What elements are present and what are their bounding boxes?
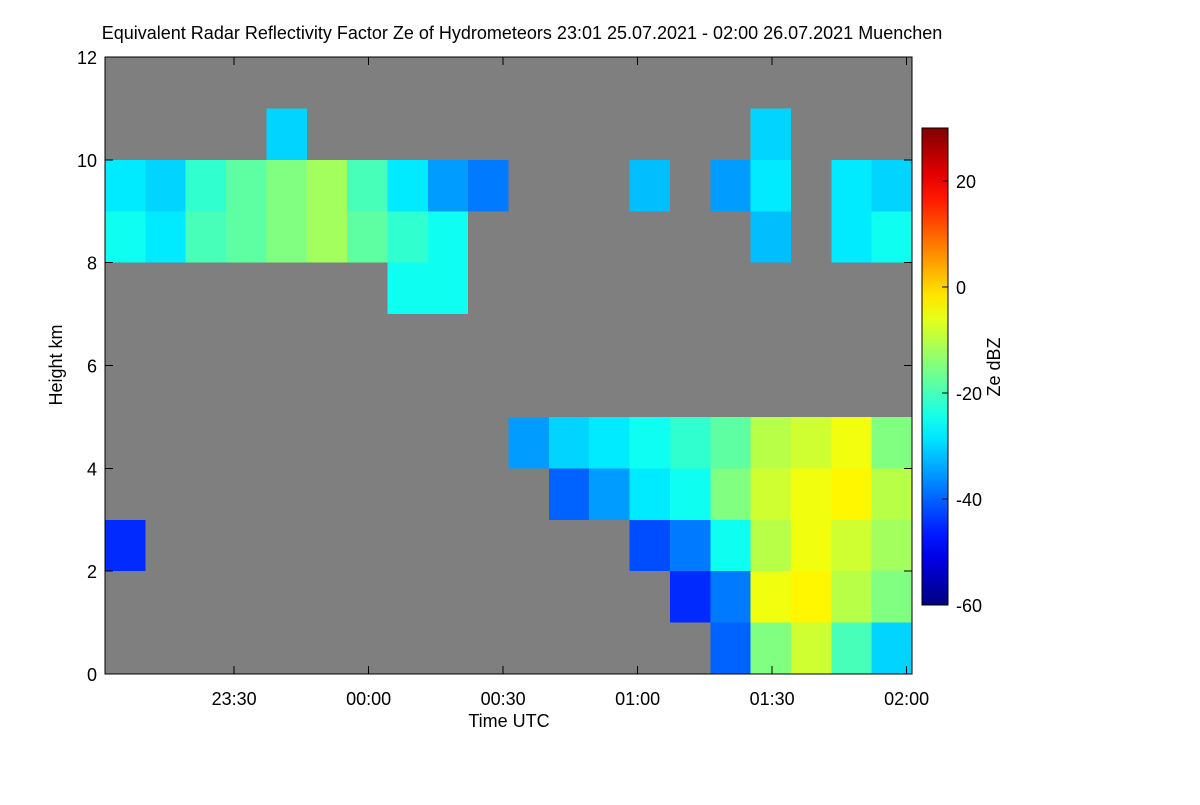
heat-cell (710, 571, 751, 623)
heat-cell (387, 159, 428, 212)
x-tick-label: 01:30 (750, 689, 795, 709)
heat-cell (710, 622, 751, 674)
y-tick-label: 2 (87, 562, 97, 582)
heat-cell (589, 468, 630, 520)
heat-cell (266, 211, 307, 263)
heat-cell (669, 519, 711, 572)
colorbar-tick-label: 0 (956, 278, 966, 298)
heat-cell (347, 159, 388, 212)
colorbar-tick-label: -40 (956, 490, 982, 510)
colorbar-tick-label: 20 (956, 172, 976, 192)
heat-cell (750, 159, 791, 212)
heat-cell (145, 159, 186, 212)
x-tick-label: 00:30 (481, 689, 526, 709)
heat-cell (508, 416, 549, 469)
heat-cell (145, 211, 186, 263)
heat-cell (871, 416, 912, 469)
heat-cell (669, 416, 711, 469)
y-tick-label: 10 (77, 151, 97, 171)
x-tick-label: 01:00 (615, 689, 660, 709)
heat-cell (871, 571, 912, 623)
heat-cell (266, 108, 307, 160)
heat-cell (710, 159, 751, 212)
heat-cell (831, 519, 872, 572)
heat-cell (347, 211, 388, 263)
heat-cell (669, 468, 711, 520)
heat-cell (750, 416, 791, 469)
x-tick-label: 23:30 (212, 689, 257, 709)
heat-cell (306, 211, 348, 263)
heat-cell (629, 416, 670, 469)
heat-cell (105, 159, 146, 212)
heat-cell (629, 159, 670, 212)
heat-cell (831, 211, 872, 263)
heat-cell (669, 571, 711, 623)
heat-cell (226, 159, 267, 212)
heat-cell (831, 416, 872, 469)
heat-cell (750, 622, 791, 674)
heat-cell (831, 159, 872, 212)
heat-cell (871, 211, 912, 263)
heat-cell (790, 571, 832, 623)
heat-cell (871, 519, 912, 572)
heat-cell (427, 211, 469, 263)
x-tick-label: 02:00 (884, 689, 929, 709)
y-tick-label: 6 (87, 357, 97, 377)
heat-cell (750, 211, 791, 263)
heat-cell (710, 468, 751, 520)
heat-cell (629, 468, 670, 520)
colorbar-tick-label: -60 (956, 596, 982, 616)
colorbar (921, 127, 949, 606)
heat-cell (387, 211, 428, 263)
y-axis-title: Height km (46, 324, 66, 405)
heat-cell (871, 159, 912, 212)
y-tick-label: 8 (87, 254, 97, 274)
heat-cell (790, 519, 832, 572)
heat-cell (831, 622, 872, 674)
heat-cell (105, 519, 146, 572)
heat-cell (750, 571, 791, 623)
heat-cell (750, 468, 791, 520)
heat-cell (548, 416, 590, 469)
y-tick-label: 12 (77, 48, 97, 68)
heat-cell (710, 416, 751, 469)
heat-cell (790, 622, 832, 674)
heat-cell (710, 519, 751, 572)
x-tick-label: 00:00 (346, 689, 391, 709)
heat-cell (790, 416, 832, 469)
y-tick-label: 0 (87, 665, 97, 685)
heat-cell (468, 159, 509, 212)
heat-cell (427, 159, 469, 212)
heat-cell (831, 571, 872, 623)
y-tick-label: 4 (87, 459, 97, 479)
heat-cell (871, 622, 912, 674)
x-axis-title: Time UTC (468, 711, 549, 731)
heat-cell (790, 468, 832, 520)
heat-cell (750, 108, 791, 160)
heat-cell (629, 519, 670, 572)
chart-title: Equivalent Radar Reflectivity Factor Ze … (102, 23, 943, 43)
heat-cell (548, 468, 590, 520)
heat-cell (226, 211, 267, 263)
heat-cell (589, 416, 630, 469)
heat-cell (266, 159, 307, 212)
heat-cell (871, 468, 912, 520)
colorbar-title: Ze dBZ (984, 337, 1004, 396)
heat-cell (750, 519, 791, 572)
heat-cell (427, 262, 469, 315)
heat-cell (185, 159, 227, 212)
heat-cell (185, 211, 227, 263)
heat-cell (831, 468, 872, 520)
heat-cell (387, 262, 428, 315)
heat-cell (105, 211, 146, 263)
colorbar-tick-label: -20 (956, 384, 982, 404)
heat-cell (306, 159, 348, 212)
